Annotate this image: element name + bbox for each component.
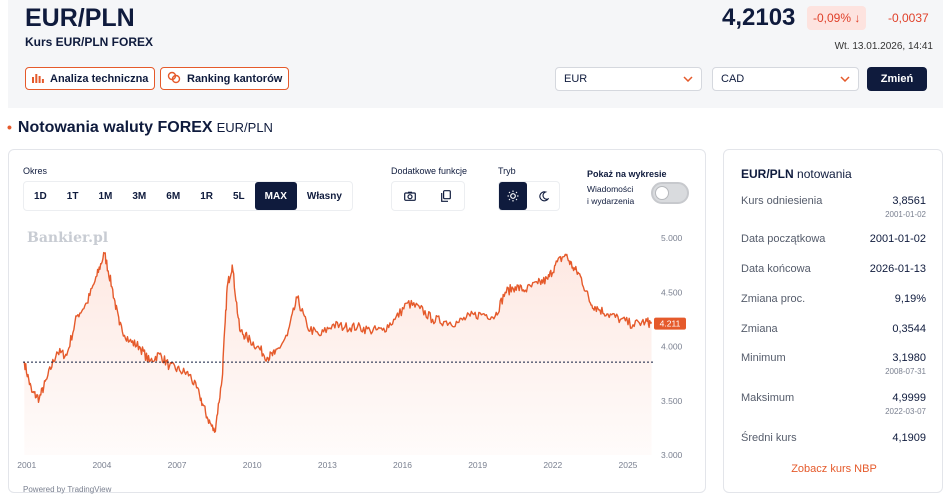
section-title: Notowania waluty FOREX — [17, 119, 213, 136]
y-tick-label: 3.000 — [661, 450, 683, 460]
news-events-toggle[interactable] — [651, 182, 689, 204]
stats-row-label: Zmiana proc. — [741, 293, 806, 305]
x-tick-label: 2019 — [468, 460, 487, 470]
exchange-office-icon — [167, 71, 181, 87]
technical-analysis-label: Analiza techniczna — [50, 72, 149, 85]
period-button[interactable]: Własny — [306, 190, 342, 202]
chevron-down-icon — [683, 73, 693, 85]
stats-title-pair: EUR/PLN — [741, 167, 794, 181]
stats-row-value: 4,1909 — [892, 432, 926, 444]
section-heading: • Notowania waluty FOREX EUR/PLN — [7, 119, 273, 137]
stats-row-label: Kurs odniesienia — [741, 195, 823, 207]
current-price-tag-label: 4.211 — [660, 319, 681, 329]
extra-functions-label: Dodatkowe funkcje — [391, 166, 468, 176]
x-tick-label: 2016 — [393, 460, 412, 470]
x-tick-label: 2010 — [243, 460, 262, 470]
period-button[interactable]: 3M — [132, 190, 147, 202]
stats-card: EUR/PLN notowania Kurs odniesienia 3,8561… — [723, 149, 943, 493]
stats-row-label: Średni kurs — [741, 432, 797, 444]
stats-title: EUR/PLN notowania — [741, 167, 852, 181]
bankier-watermark: Bankier.pl — [27, 230, 109, 246]
powered-by-tradingview[interactable]: Powered by TradingView — [23, 485, 112, 494]
currency-to-select[interactable]: CAD — [712, 67, 859, 91]
change-absolute: -0,0037 — [888, 11, 929, 25]
quote-datetime: Wt. 13.01.2026, 14:41 — [834, 41, 933, 52]
section-subtitle: EUR/PLN — [216, 120, 273, 135]
period-button[interactable]: 1M — [98, 190, 113, 202]
period-button[interactable]: 1D — [34, 190, 47, 202]
nbp-rate-link[interactable]: Zobacz kurs NBP — [791, 463, 877, 475]
news-label-line2: i wydarzenia — [587, 196, 635, 206]
stats-row-value: 2001-01-02 — [869, 233, 926, 245]
y-tick-label: 4.500 — [661, 287, 683, 297]
stats-row-value: 0,3544 — [892, 323, 926, 335]
pair-subtitle: Kurs EUR/PLN FOREX — [25, 35, 154, 49]
stats-row-label: Maksimum — [741, 392, 795, 404]
price-chart[interactable]: 5.000 4.500 4.000 3.500 3.000 2001 2004 2007 201… — [9, 150, 707, 494]
period-button[interactable]: 5L — [232, 190, 245, 202]
change-percent-badge: -0,09% ↓ — [807, 6, 867, 30]
stats-row-value: 2026-01-13 — [869, 263, 926, 275]
currency-from-value: EUR — [564, 73, 588, 85]
stats-row-date: 2001-01-02 — [885, 210, 926, 219]
change-currency-button[interactable]: Zmień — [867, 67, 927, 91]
stats-row-label: Data początkowa — [741, 233, 826, 245]
mode-label: Tryb — [498, 166, 516, 176]
period-selector: 1D 1T 1M 3M 6M 1R 5L MAX Własny — [23, 181, 353, 211]
stats-row-label: Data końcowa — [741, 263, 811, 275]
chart-card: Okres 1D 1T 1M 3M 6M 1R 5L MAX Własny Dodatkowe … — [8, 149, 707, 494]
x-tick-label: 2004 — [92, 460, 111, 470]
stats-row-value: 3,1980 — [892, 352, 926, 364]
x-tick-label: 2025 — [618, 460, 637, 470]
mode-toggle-group — [498, 181, 560, 211]
x-tick-label: 2022 — [543, 460, 562, 470]
stats-row-label: Minimum — [741, 352, 786, 364]
y-tick-label: 4.000 — [661, 342, 683, 352]
stats-row-date: 2008-07-31 — [885, 367, 926, 376]
copy-icon[interactable] — [428, 182, 464, 210]
bullet-icon: • — [7, 119, 12, 135]
extra-functions-group — [391, 181, 465, 211]
sun-icon[interactable] — [499, 182, 527, 210]
stats-row-value: 3,8561 — [892, 195, 926, 207]
toggle-knob — [655, 186, 669, 200]
technical-analysis-button[interactable]: Analiza techniczna — [25, 67, 156, 90]
y-tick-label: 5.000 — [661, 233, 683, 243]
pair-title: EUR/PLN — [25, 4, 135, 32]
stats-row-value: 4,9999 — [892, 392, 926, 404]
chevron-down-icon — [840, 73, 850, 85]
period-button[interactable]: MAX — [254, 182, 297, 210]
stats-row-label: Zmiana — [741, 323, 778, 335]
x-tick-label: 2013 — [318, 460, 337, 470]
y-tick-label: 3.500 — [661, 396, 683, 406]
news-label-line1: Wiadomości — [587, 184, 634, 194]
bar-chart-icon — [32, 72, 44, 86]
show-on-chart-label: Pokaż na wykresie — [587, 169, 667, 179]
stats-row-date: 2022-03-07 — [885, 407, 926, 416]
exchange-ranking-button[interactable]: Ranking kantorów — [160, 67, 290, 90]
stats-title-rest: notowania — [797, 167, 852, 181]
x-tick-label: 2007 — [168, 460, 187, 470]
current-price-tag — [654, 317, 686, 330]
exchange-ranking-label: Ranking kantorów — [187, 72, 283, 85]
camera-icon[interactable] — [392, 182, 428, 210]
period-button[interactable]: 1T — [66, 190, 79, 202]
current-price: 4,2103 — [722, 4, 796, 31]
price-area-fill — [24, 252, 652, 455]
quote-header: EUR/PLN Kurs EUR/PLN FOREX 4,2103 -0,09%… — [8, 0, 943, 108]
price-line — [23, 251, 653, 433]
period-button[interactable]: 6M — [166, 190, 181, 202]
currency-from-select[interactable]: EUR — [555, 67, 702, 91]
stats-row-value: 9,19% — [894, 293, 926, 305]
x-tick-label: 2001 — [17, 460, 36, 470]
period-label: Okres — [23, 166, 48, 176]
currency-to-value: CAD — [721, 73, 745, 85]
moon-icon[interactable] — [527, 182, 559, 210]
period-button[interactable]: 1R — [200, 190, 213, 202]
